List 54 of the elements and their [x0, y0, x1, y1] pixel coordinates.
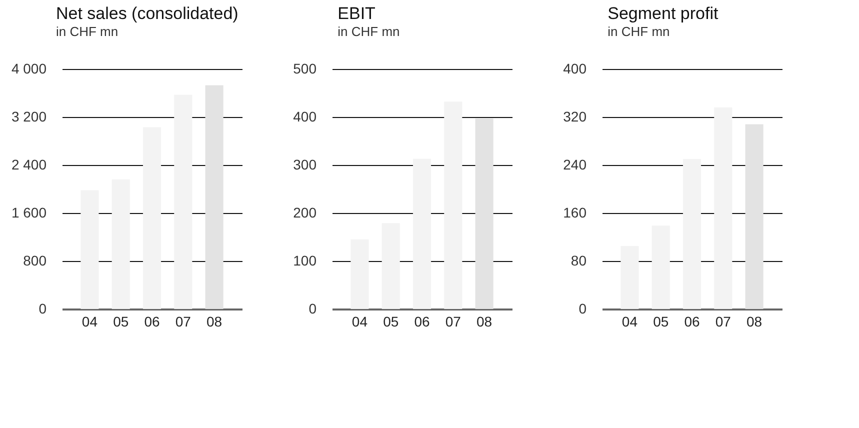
x-tick-label: 07: [175, 314, 192, 330]
y-tick-label: 0: [38, 300, 47, 316]
x-tick-label: 05: [653, 314, 669, 330]
x-tick-label: 05: [113, 314, 129, 330]
bar: [112, 179, 130, 309]
y-tick-label: 100: [293, 252, 317, 268]
y-tick-label: 80: [570, 252, 587, 268]
chart-subtitle: in CHF mn: [608, 24, 670, 39]
x-tick-label: 05: [383, 314, 399, 330]
x-tick-label: 04: [82, 314, 98, 330]
bar: [142, 127, 162, 309]
y-tick-label: 3 200: [11, 108, 47, 124]
bar: [745, 124, 764, 309]
y-tick-label: 0: [308, 300, 317, 316]
x-tick-label: 04: [622, 314, 638, 330]
bar: [80, 190, 99, 309]
bar: [174, 94, 192, 309]
x-tick-label: 06: [414, 314, 430, 330]
chart-title: EBIT: [338, 4, 376, 23]
bar: [205, 85, 224, 309]
y-tick-label: 160: [563, 204, 587, 220]
x-tick-label: 08: [746, 314, 762, 330]
bar: [682, 159, 702, 309]
y-tick-label: 400: [293, 108, 317, 124]
x-tick-label: 04: [352, 314, 368, 330]
bar: [350, 239, 369, 309]
bar: [652, 226, 670, 309]
x-tick-label: 08: [206, 314, 222, 330]
y-tick-label: 200: [293, 204, 317, 220]
bar: [620, 246, 639, 309]
chart-title: Net sales (consolidated): [56, 4, 238, 23]
y-tick-label: 800: [23, 252, 47, 268]
y-tick-label: 4 000: [11, 60, 47, 76]
y-tick-label: 2 400: [11, 156, 47, 172]
y-tick-label: 400: [563, 60, 587, 76]
x-tick-label: 06: [144, 314, 160, 330]
chart-subtitle: in CHF mn: [56, 24, 118, 39]
bar: [714, 107, 732, 309]
y-tick-label: 240: [563, 156, 587, 172]
y-tick-label: 0: [578, 300, 587, 316]
chart-subtitle: in CHF mn: [338, 24, 400, 39]
y-tick-label: 500: [293, 60, 317, 76]
x-tick-label: 07: [715, 314, 732, 330]
y-tick-label: 320: [563, 108, 587, 124]
chart-title: Segment profit: [608, 4, 718, 23]
bar: [382, 223, 400, 309]
bar: [475, 118, 494, 309]
bar: [412, 158, 432, 309]
x-tick-label: 08: [476, 314, 492, 330]
y-tick-label: 1 600: [11, 204, 47, 220]
x-tick-label: 07: [445, 314, 462, 330]
x-tick-label: 06: [684, 314, 700, 330]
bar: [444, 102, 462, 309]
y-tick-label: 300: [293, 156, 317, 172]
